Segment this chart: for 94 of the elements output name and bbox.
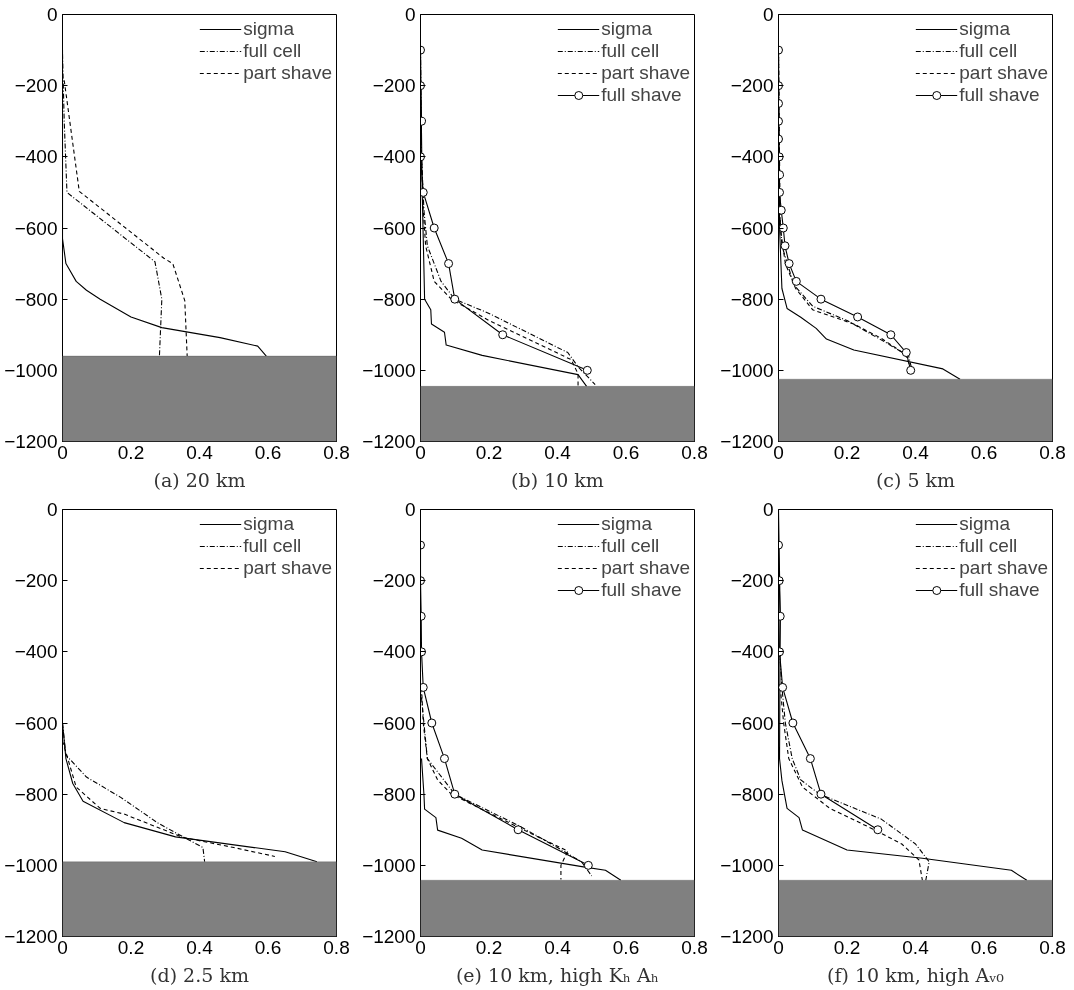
text: (e) 10 km, high Kₕ Aₕ [455,963,660,986]
legend-label: sigma [601,18,652,40]
y-tick-label: −800 [372,783,416,805]
x-tick-label: 0.4 [902,441,930,463]
x-tick-label: 0.8 [323,441,350,463]
y-tick-label: −1200 [362,926,416,947]
y-tick-label: −600 [372,712,416,734]
y-tick-label: −600 [730,217,774,239]
x-tick-label: 0.2 [117,936,145,958]
x-tick-label: 0.6 [970,441,998,463]
y-tick-label: −200 [730,75,774,97]
y-tick-label: −1200 [720,431,774,452]
y-tick-label: −1000 [362,359,416,381]
y-tick-label: −1200 [362,431,416,452]
x-tick-label: 0.4 [544,441,572,463]
y-tick-label: −200 [14,570,58,592]
x-tick-label: 0.8 [1039,441,1066,463]
x-tick-label: 0.4 [902,936,930,958]
x-tick-label: 0.6 [254,936,282,958]
y-tick-label: 0 [46,4,58,25]
legend-label: sigma [959,18,1010,40]
legend-label: full cell [243,40,302,62]
legend-label: full cell [959,40,1018,62]
y-tick-label: −1200 [4,431,58,452]
legend-label: full cell [243,535,302,557]
y-tick-label: −800 [730,288,774,310]
y-tick-label: −200 [14,75,58,97]
y-tick-label: −200 [372,75,416,97]
x-tick-label: 0.2 [475,441,503,463]
legend-label: full shave [601,579,682,601]
y-tick-label: 0 [762,4,774,25]
y-tick-label: −200 [372,570,416,592]
y-tick-label: −1000 [4,359,58,381]
y-tick-label: −400 [372,641,416,663]
y-tick-label: −1000 [720,359,774,381]
x-tick-label: 0.2 [475,936,503,958]
text: (d) 2.5 km [150,963,249,986]
x-tick-label: 0.8 [323,936,350,958]
text: (a) 20 km [153,468,246,491]
x-tick-label: 0.8 [681,936,708,958]
y-tick-label: −1200 [4,926,58,947]
y-tick-label: −1000 [4,854,58,876]
y-tick-label: −1000 [362,854,416,876]
y-tick-label: −600 [372,217,416,239]
legend-label: sigma [243,513,294,535]
legend-label: part shave [601,557,690,579]
y-tick-label: 0 [404,499,416,520]
legend-label: part shave [959,62,1048,84]
legend-label: sigma [959,513,1010,535]
legend-label: sigma [243,18,294,40]
legend-label: sigma [601,513,652,535]
y-tick-label: −600 [14,712,58,734]
x-tick-label: 0.4 [544,936,572,958]
y-tick-label: −400 [14,146,58,168]
legend-label: full cell [601,40,660,62]
y-tick-label: −1200 [720,926,774,947]
y-tick-label: −600 [14,217,58,239]
legend-label: full cell [959,535,1018,557]
y-tick-label: 0 [46,499,58,520]
y-tick-label: −400 [372,146,416,168]
y-tick-label: −800 [14,288,58,310]
text: (c) 5 km [875,468,956,491]
y-tick-label: −600 [730,712,774,734]
y-tick-label: −800 [730,783,774,805]
legend-label: full shave [959,84,1040,106]
x-tick-label: 0.2 [833,936,861,958]
y-tick-label: −400 [730,146,774,168]
legend-label: part shave [243,62,332,84]
x-tick-label: 0.6 [612,936,640,958]
y-tick-label: −800 [372,288,416,310]
legend-label: full shave [959,579,1040,601]
y-tick-label: −1000 [720,854,774,876]
legend-label: part shave [601,62,690,84]
x-tick-label: 0.8 [1039,936,1066,958]
legend-label: part shave [959,557,1048,579]
legend-label: full shave [601,84,682,106]
x-tick-label: 0.6 [612,441,640,463]
y-tick-label: 0 [762,499,774,520]
legend-label: part shave [243,557,332,579]
x-tick-label: 0.2 [833,441,861,463]
y-tick-label: −800 [14,783,58,805]
y-tick-label: −400 [730,641,774,663]
y-tick-label: −400 [14,641,58,663]
text: (b) 10 km [511,468,604,491]
x-tick-label: 0.6 [254,441,282,463]
legend-label: full cell [601,535,660,557]
x-tick-label: 0.8 [681,441,708,463]
x-tick-label: 0.2 [117,441,145,463]
x-tick-label: 0.4 [186,441,214,463]
text: (f) 10 km, high Aᵥ₀ [827,963,1005,986]
x-tick-label: 0.6 [970,936,998,958]
y-tick-label: −200 [730,570,774,592]
x-tick-label: 0.4 [186,936,214,958]
y-tick-label: 0 [404,4,416,25]
